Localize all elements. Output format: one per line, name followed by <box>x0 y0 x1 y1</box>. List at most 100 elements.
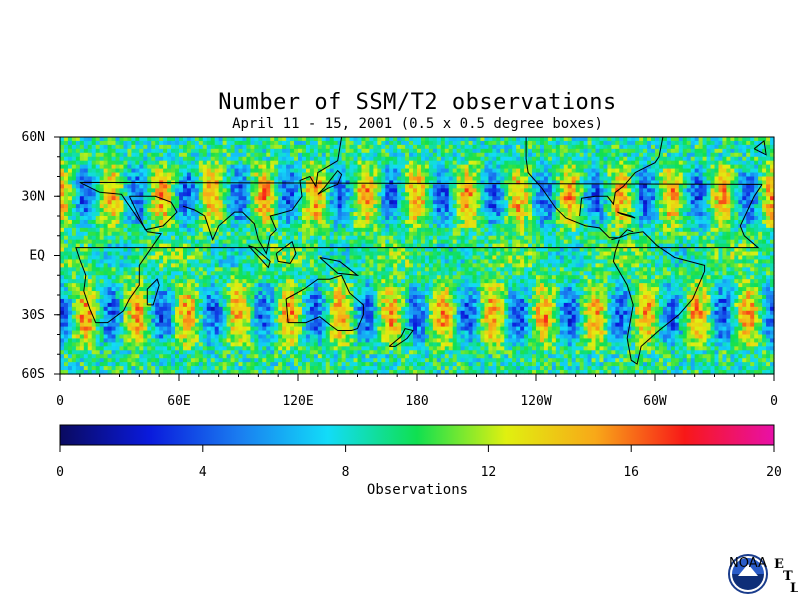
heatmap-cell <box>385 172 390 178</box>
heatmap-cell <box>436 235 442 241</box>
heatmap-cell <box>186 243 192 249</box>
heatmap-cell <box>329 208 335 213</box>
heatmap-cell <box>619 235 624 241</box>
heatmap-cell <box>182 239 188 245</box>
heatmap-cell <box>587 212 593 217</box>
heatmap-cell <box>460 168 466 174</box>
heatmap-cell <box>420 148 426 154</box>
heatmap-cell <box>401 140 406 146</box>
heatmap-cell <box>87 137 93 142</box>
heatmap-cell <box>647 184 652 189</box>
heatmap-cell <box>536 148 541 154</box>
heatmap-cell <box>107 137 113 142</box>
heatmap-cell <box>75 212 81 217</box>
heatmap-cell <box>60 144 65 150</box>
heatmap-cell <box>369 184 374 189</box>
heatmap-cell <box>496 192 501 197</box>
heatmap-cell <box>504 208 509 213</box>
heatmap-cell <box>321 192 327 197</box>
heatmap-cell <box>420 192 426 197</box>
heatmap-cell <box>631 204 636 209</box>
heatmap-cell <box>385 144 390 150</box>
heatmap-cell <box>726 168 731 174</box>
heatmap-cell <box>127 227 132 233</box>
heatmap-cell <box>500 156 505 162</box>
heatmap-cell <box>202 172 208 178</box>
heatmap-cell <box>202 188 208 193</box>
heatmap-cell <box>417 227 422 233</box>
heatmap-cell <box>151 219 156 225</box>
heatmap-cell <box>619 223 624 229</box>
heatmap-cell <box>270 168 275 174</box>
heatmap-cell <box>484 168 489 174</box>
heatmap-cell <box>472 144 478 150</box>
heatmap-cell <box>658 188 664 193</box>
heatmap-cell <box>623 140 628 146</box>
heatmap-cell <box>385 216 390 221</box>
heatmap-cell <box>389 137 394 142</box>
heatmap-cell <box>666 168 672 174</box>
heatmap-cell <box>607 140 612 146</box>
heatmap-cell <box>746 235 751 241</box>
heatmap-cell <box>436 219 442 225</box>
heatmap-cell <box>258 164 263 170</box>
heatmap-cell <box>690 137 696 142</box>
heatmap-cell <box>298 148 303 154</box>
heatmap-cell <box>155 176 160 182</box>
heatmap-cell <box>762 235 767 241</box>
heatmap-cell <box>448 231 454 237</box>
heatmap-cell <box>611 216 616 221</box>
heatmap-cell <box>500 243 505 249</box>
heatmap-cell <box>512 208 517 213</box>
heatmap-cell <box>111 164 117 170</box>
heatmap-cell <box>329 148 335 154</box>
heatmap-cell <box>270 152 275 158</box>
heatmap-cell <box>290 176 295 182</box>
heatmap-cell <box>182 196 188 201</box>
heatmap-cell <box>238 176 244 182</box>
heatmap-cell <box>595 137 601 142</box>
heatmap-cell <box>635 180 640 185</box>
heatmap-cell <box>349 235 355 241</box>
heatmap-cell <box>539 148 545 154</box>
heatmap-cell <box>539 239 545 245</box>
heatmap-cell <box>309 188 315 193</box>
heatmap-cell <box>424 176 430 182</box>
heatmap-cell <box>694 204 700 209</box>
heatmap-cell <box>337 192 343 197</box>
heatmap-cell <box>179 148 184 154</box>
heatmap-cell <box>655 168 660 174</box>
heatmap-cell <box>551 196 557 201</box>
heatmap-cell <box>424 164 430 170</box>
heatmap-cell <box>528 152 533 158</box>
heatmap-cell <box>674 223 680 229</box>
heatmap-cell <box>167 239 172 245</box>
heatmap-cell <box>603 160 608 166</box>
heatmap-cell <box>686 180 692 185</box>
heatmap-cell <box>619 137 624 142</box>
heatmap-cell <box>313 160 319 166</box>
heatmap-cell <box>83 160 89 166</box>
heatmap-cell <box>63 216 69 221</box>
heatmap-cell <box>202 196 208 201</box>
heatmap-cell <box>313 140 319 146</box>
heatmap-cell <box>595 235 601 241</box>
heatmap-cell <box>294 156 299 162</box>
heatmap-cell <box>448 212 454 217</box>
heatmap-cell <box>508 144 513 150</box>
heatmap-cell <box>298 172 303 178</box>
heatmap-cell <box>432 204 438 209</box>
heatmap-cell <box>726 200 731 205</box>
heatmap-cell <box>119 176 125 182</box>
heatmap-cell <box>103 140 109 146</box>
heatmap-cell <box>159 227 164 233</box>
heatmap-cell <box>472 156 478 162</box>
heatmap-cell <box>599 192 605 197</box>
heatmap-cell <box>484 140 489 146</box>
heatmap-cell <box>662 204 668 209</box>
heatmap-cell <box>440 184 446 189</box>
heatmap-cell <box>214 164 220 170</box>
heatmap-cell <box>262 137 267 142</box>
heatmap-cell <box>726 227 731 233</box>
heatmap-cell <box>492 216 497 221</box>
